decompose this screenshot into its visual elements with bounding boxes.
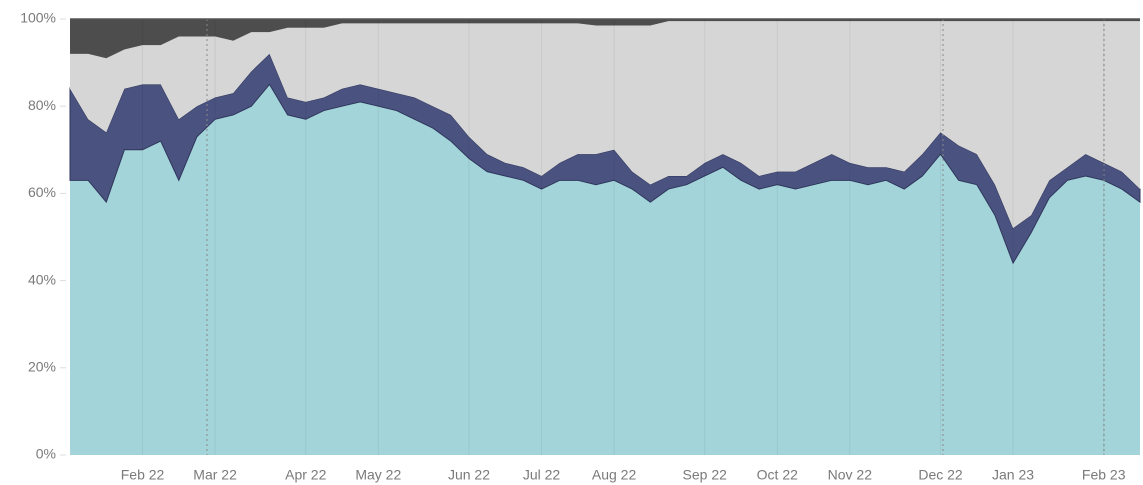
area bbox=[70, 19, 1140, 59]
y-tick-label: 20% bbox=[28, 359, 56, 375]
x-tick-label: May 22 bbox=[355, 467, 401, 483]
y-tick-label: 0% bbox=[36, 446, 56, 462]
x-tick-label: Feb 23 bbox=[1082, 467, 1126, 483]
x-tick-label: Dec 22 bbox=[918, 467, 963, 483]
x-tick-label: Jul 22 bbox=[523, 467, 561, 483]
x-tick-label: Mar 22 bbox=[193, 467, 237, 483]
y-tick-label: 60% bbox=[28, 184, 56, 200]
x-tick-label: Jun 22 bbox=[448, 467, 490, 483]
x-tick-label: Oct 22 bbox=[757, 467, 798, 483]
x-tick-label: Feb 22 bbox=[121, 467, 165, 483]
x-tick-label: Aug 22 bbox=[592, 467, 637, 483]
y-tick-label: 80% bbox=[28, 97, 56, 113]
x-tick-label: Sep 22 bbox=[683, 467, 728, 483]
area bbox=[70, 84, 1140, 456]
x-tick-label: Apr 22 bbox=[285, 467, 326, 483]
x-tick-label: Nov 22 bbox=[828, 467, 873, 483]
area bbox=[70, 21, 1140, 229]
areas bbox=[69, 19, 1141, 456]
y-tick-label: 40% bbox=[28, 271, 56, 287]
y-tick-label: 100% bbox=[20, 10, 56, 26]
x-tick-label: Jan 23 bbox=[992, 467, 1034, 483]
